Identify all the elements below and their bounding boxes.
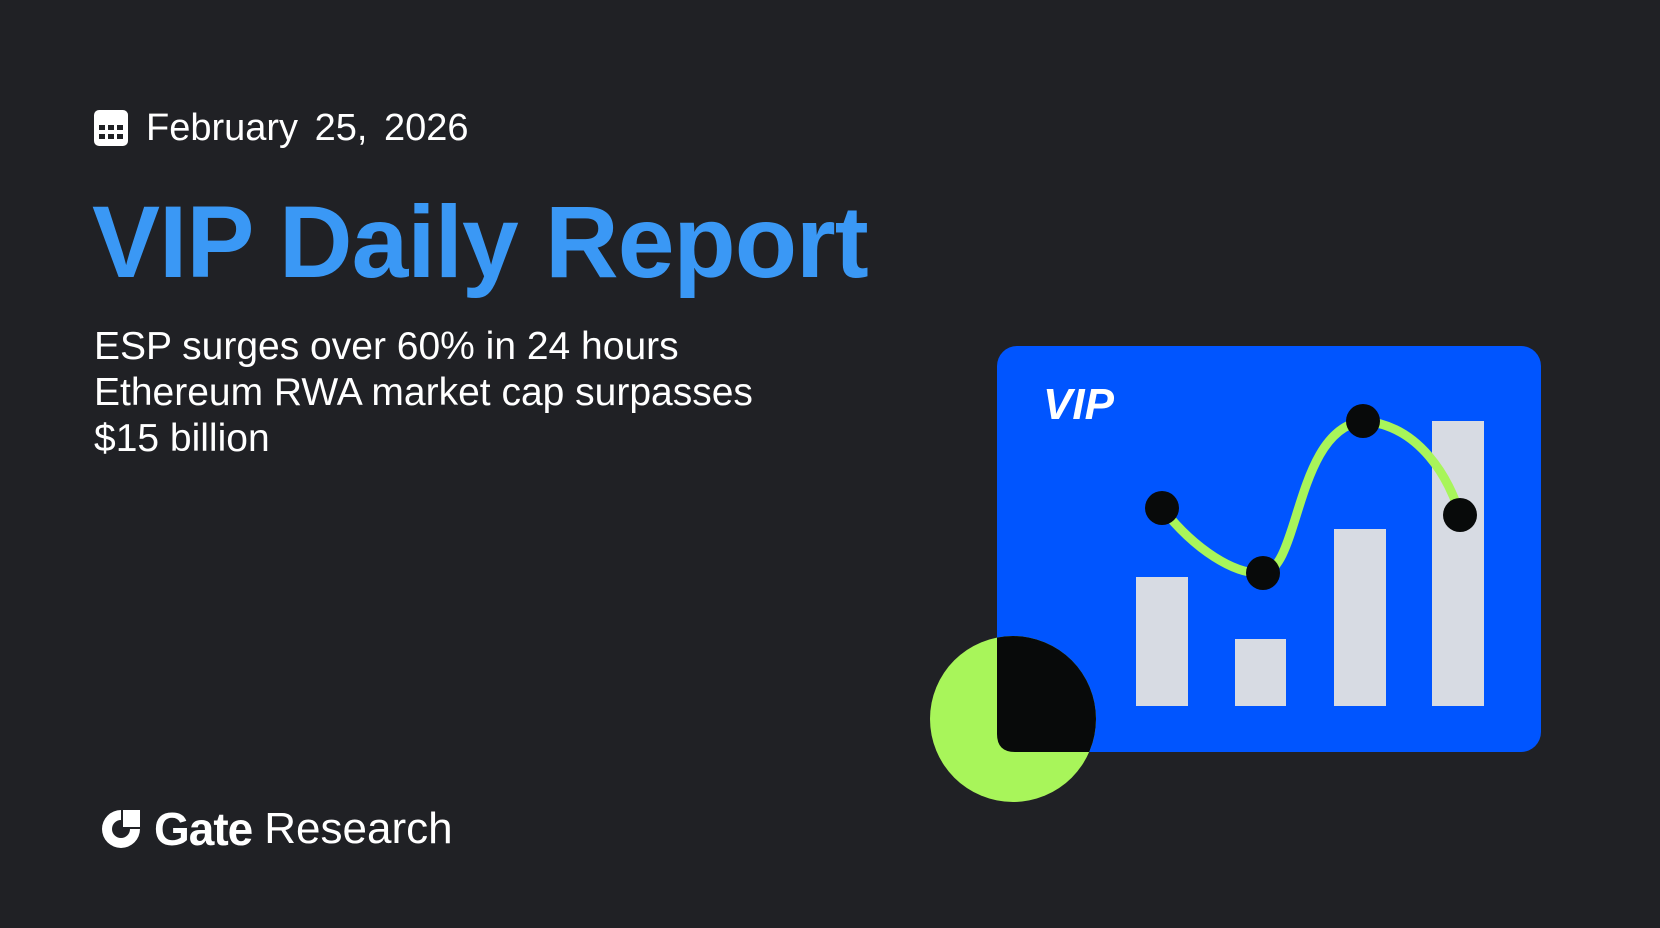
illustration-card	[997, 346, 1541, 752]
calendar-icon	[94, 110, 128, 146]
illustration-point	[1246, 556, 1280, 590]
illustration-bar	[1136, 577, 1188, 706]
headline: ESP surges over 60% in 24 hours	[94, 325, 679, 368]
report-date: February 25, 2026	[146, 107, 469, 149]
vip-badge: VIP	[1043, 380, 1115, 429]
illustration-line	[1158, 416, 1465, 578]
brand-suffix: Research	[264, 804, 453, 853]
brand-name: Gate	[154, 803, 253, 855]
gate-research-logo: Gate Research	[100, 802, 453, 856]
illustration-bar	[1235, 639, 1286, 706]
headlines: ESP surges over 60% in 24 hours Ethereum…	[94, 324, 753, 462]
illustration-bar	[1334, 529, 1386, 706]
headline: Ethereum RWA market cap surpasses	[94, 371, 753, 414]
page-title: VIP Daily Report	[92, 185, 869, 299]
headline: $15 billion	[94, 417, 270, 460]
illustration-point	[1443, 498, 1477, 532]
date-row: February 25, 2026	[94, 106, 469, 150]
gate-logo-icon	[102, 810, 140, 848]
illustration-point	[1346, 404, 1380, 438]
illustration-point	[1145, 491, 1179, 525]
